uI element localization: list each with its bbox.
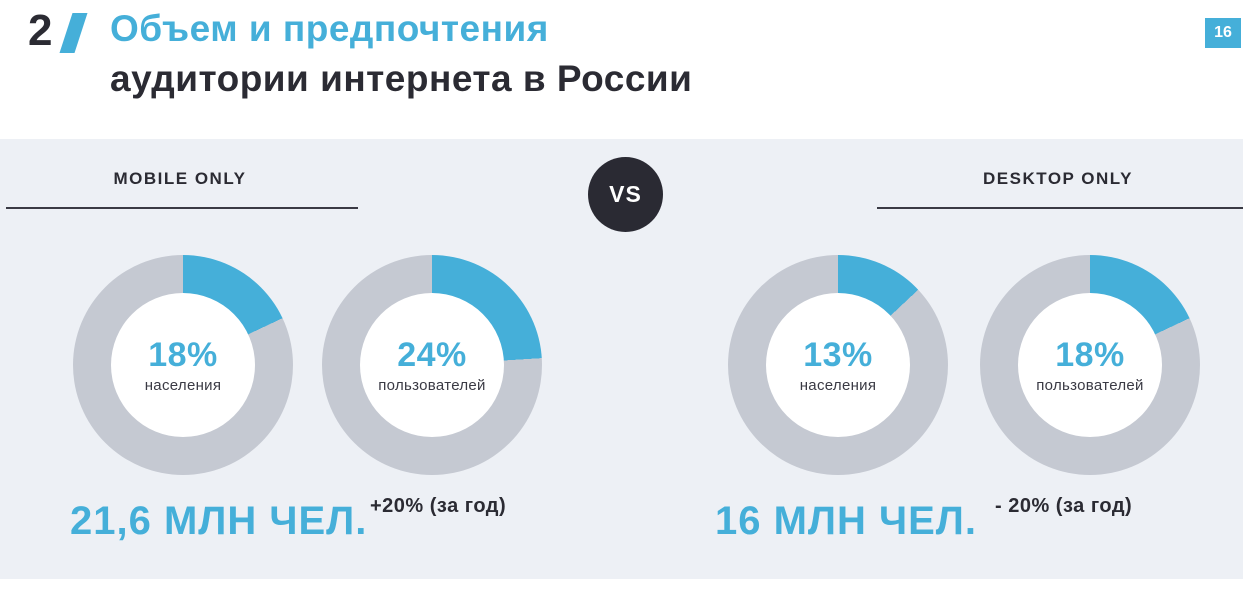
page-number-badge: 16 — [1205, 18, 1241, 48]
donut-label: пользователей — [1036, 377, 1144, 394]
donut-hole: 18% населения — [111, 293, 255, 437]
donut-hole: 24% пользователей — [360, 293, 504, 437]
donut-percent-value: 24% — [397, 336, 467, 374]
donut-percent-value: 18% — [148, 336, 218, 374]
vs-badge: VS — [588, 157, 663, 232]
donut-chart-mobile-population: 18% населения — [73, 255, 293, 475]
desktop-total-value: 16 МЛН ЧЕЛ. — [715, 499, 977, 543]
donut-percent-value: 18% — [1055, 336, 1125, 374]
donut-label: населения — [799, 377, 877, 394]
desktop-heading-underline — [877, 207, 1243, 209]
mobile-heading-underline — [6, 207, 358, 209]
mobile-total-value: 21,6 МЛН ЧЕЛ. — [70, 499, 368, 543]
content-panel: MOBILE ONLY VS DESKTOP ONLY 18% населени… — [0, 139, 1243, 579]
donut-percent-value: 13% — [803, 336, 873, 374]
donut-chart-desktop-users: 18% пользователей — [980, 255, 1200, 475]
mobile-yearly-change: +20% (за год) — [370, 495, 507, 517]
slide-number: 2 — [28, 6, 53, 55]
donut-label: пользователей — [378, 377, 486, 394]
desktop-only-heading: DESKTOP ONLY — [983, 169, 1133, 188]
donut-chart-mobile-users: 24% пользователей — [322, 255, 542, 475]
donut-chart-desktop-population: 13% населения — [728, 255, 948, 475]
donut-hole: 13% населения — [766, 293, 910, 437]
donut-hole: 18% пользователей — [1018, 293, 1162, 437]
mobile-only-heading: MOBILE ONLY — [113, 169, 247, 188]
desktop-yearly-change: - 20% (за год) — [995, 495, 1133, 517]
slash-icon — [59, 13, 88, 53]
slide-title-line2: аудитории интернета в России — [110, 58, 693, 99]
slide-title-line1: Объем и предпочтения — [110, 8, 549, 49]
donut-label: населения — [144, 377, 222, 394]
